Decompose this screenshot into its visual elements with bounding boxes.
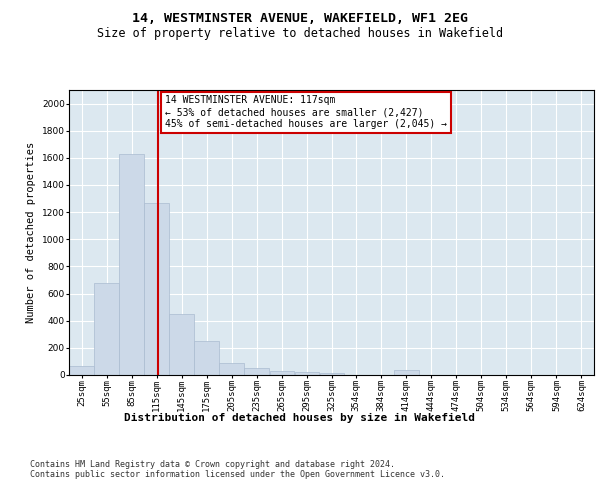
Bar xyxy=(244,368,269,375)
Bar xyxy=(269,371,294,375)
Bar xyxy=(69,366,94,375)
Text: Distribution of detached houses by size in Wakefield: Distribution of detached houses by size … xyxy=(125,412,476,422)
Bar xyxy=(194,341,219,375)
Text: 14, WESTMINSTER AVENUE, WAKEFIELD, WF1 2EG: 14, WESTMINSTER AVENUE, WAKEFIELD, WF1 2… xyxy=(132,12,468,26)
Text: 14 WESTMINSTER AVENUE: 117sqm
← 53% of detached houses are smaller (2,427)
45% o: 14 WESTMINSTER AVENUE: 117sqm ← 53% of d… xyxy=(165,96,447,128)
Bar xyxy=(220,363,244,375)
Y-axis label: Number of detached properties: Number of detached properties xyxy=(26,142,36,323)
Bar xyxy=(295,372,319,375)
Bar xyxy=(320,373,344,375)
Bar xyxy=(169,314,194,375)
Bar xyxy=(94,282,119,375)
Bar xyxy=(119,154,144,375)
Bar xyxy=(145,202,169,375)
Text: Size of property relative to detached houses in Wakefield: Size of property relative to detached ho… xyxy=(97,28,503,40)
Bar xyxy=(394,370,419,375)
Text: Contains HM Land Registry data © Crown copyright and database right 2024.
Contai: Contains HM Land Registry data © Crown c… xyxy=(30,460,445,479)
